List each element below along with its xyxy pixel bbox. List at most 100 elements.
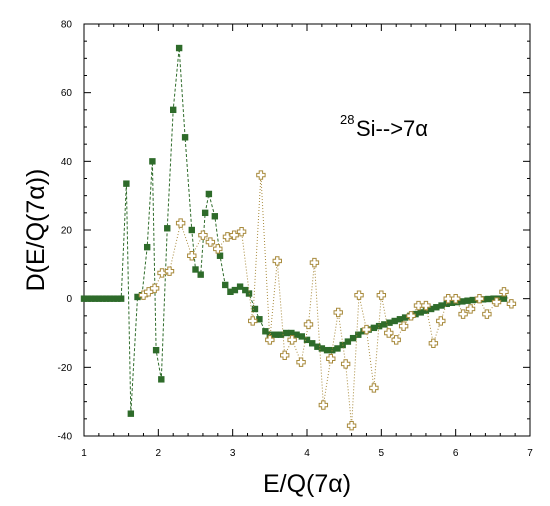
data-point-square <box>469 296 476 304</box>
data-point-square <box>272 331 279 338</box>
x-tick-label: 6 <box>453 448 459 459</box>
data-point-square <box>303 336 311 344</box>
data-point-cross <box>354 290 364 300</box>
y-tick-label: -20 <box>58 363 73 374</box>
data-point-cross <box>280 350 290 361</box>
data-point-cross <box>296 357 306 367</box>
data-point-square <box>149 158 156 165</box>
x-tick-label: 4 <box>304 448 310 459</box>
data-point-square <box>197 271 204 278</box>
data-point-cross <box>198 230 208 240</box>
data-point-cross <box>406 311 416 321</box>
series-tan-crosses <box>138 170 517 431</box>
data-point-cross <box>361 324 372 335</box>
data-point-cross <box>272 256 282 266</box>
data-point-cross <box>474 293 485 304</box>
data-point-square <box>117 295 125 302</box>
data-point-cross <box>326 354 336 364</box>
data-point-square <box>236 283 244 290</box>
data-point-square <box>401 314 409 321</box>
y-tick-label: 40 <box>61 157 73 168</box>
data-point-square <box>464 297 471 304</box>
reaction-annotation: 28 Si-->7α <box>340 112 428 141</box>
data-point-square <box>170 106 177 114</box>
data-point-cross <box>443 293 453 304</box>
data-point-cross <box>248 316 258 326</box>
data-point-cross <box>175 218 186 228</box>
data-point-square <box>381 321 388 328</box>
series-green-squares <box>80 44 508 417</box>
data-point-cross <box>222 232 233 242</box>
data-point-square <box>201 209 209 217</box>
data-point-cross <box>229 230 239 240</box>
x-axis-title: E/Q(7α) <box>263 470 351 498</box>
data-point-square <box>143 243 151 251</box>
y-tick-label: 20 <box>61 226 73 237</box>
data-point-square <box>222 281 229 289</box>
data-point-cross <box>369 383 379 393</box>
data-point-square <box>370 324 378 332</box>
data-point-square <box>127 410 135 417</box>
data-point-square <box>396 316 404 323</box>
x-tick-label: 2 <box>156 448 162 459</box>
data-point-square <box>205 190 213 198</box>
data-point-square <box>427 305 435 313</box>
data-point-cross <box>149 283 160 294</box>
data-point-square <box>110 295 117 302</box>
data-point-square <box>375 322 383 330</box>
data-point-square <box>95 295 103 302</box>
annotation-superscript: 28 <box>340 112 354 127</box>
data-point-square <box>242 286 249 294</box>
data-point-cross <box>376 290 387 300</box>
data-point-square <box>262 328 269 335</box>
x-tick-label: 7 <box>527 448 533 459</box>
data-point-cross <box>318 400 329 410</box>
data-point-square <box>318 345 326 352</box>
data-point-square <box>329 346 336 354</box>
data-point-square <box>152 346 160 354</box>
data-point-cross <box>450 293 461 304</box>
data-point-square <box>123 180 130 187</box>
data-point-cross <box>398 321 409 331</box>
data-point-square <box>334 345 341 352</box>
data-point-square <box>188 226 195 234</box>
data-point-cross <box>157 268 167 278</box>
y-tick-label: 0 <box>66 294 72 305</box>
data-point-cross <box>413 300 424 311</box>
x-tick-label: 5 <box>379 448 385 459</box>
data-point-square <box>386 319 393 326</box>
data-point-square <box>181 134 189 141</box>
data-point-cross <box>205 237 216 247</box>
data-point-cross <box>265 335 275 345</box>
data-point-cross <box>428 338 439 348</box>
data-point-square <box>91 295 99 302</box>
data-point-square <box>103 295 110 302</box>
data-point-cross <box>346 421 357 431</box>
data-point-square <box>134 293 141 301</box>
data-point-square <box>323 346 331 354</box>
data-point-cross <box>187 251 197 261</box>
data-point-square <box>84 295 91 302</box>
data-point-square <box>495 295 502 302</box>
data-point-cross <box>391 335 401 345</box>
data-point-cross <box>491 297 502 307</box>
plot-frame <box>83 23 531 437</box>
data-point-cross <box>506 299 517 309</box>
data-point-square <box>500 295 508 302</box>
y-axis-title: D(E/Q(7α)) <box>22 169 50 292</box>
data-point-cross <box>436 316 446 326</box>
data-point-cross <box>236 227 247 237</box>
data-point-square <box>211 213 219 220</box>
data-point-square <box>391 317 398 325</box>
data-point-cross <box>287 335 297 345</box>
data-point-square <box>438 302 445 309</box>
data-point-cross <box>333 307 343 318</box>
data-point-square <box>349 334 357 342</box>
data-point-square <box>227 288 234 295</box>
data-point-square <box>80 295 88 302</box>
data-point-square <box>256 316 263 323</box>
data-point-cross <box>256 170 266 180</box>
data-point-square <box>175 44 183 52</box>
tick-labels: 1 2 3 4 5 6 7 -40 -20 0 20 40 60 80 <box>58 20 534 460</box>
data-point-cross <box>303 319 314 330</box>
